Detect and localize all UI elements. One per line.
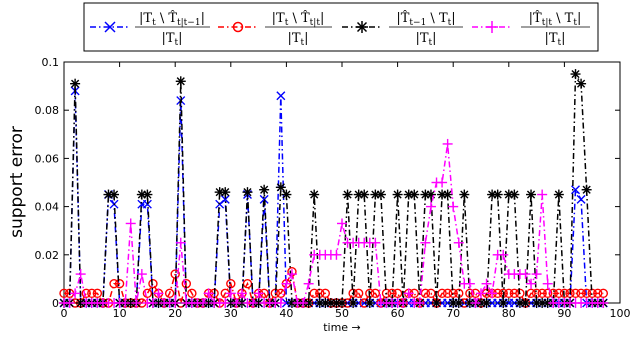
x-tick-label: 20 <box>168 307 182 320</box>
series-3-point <box>509 190 519 200</box>
x-tick-label: 90 <box>557 307 571 320</box>
series-3-point <box>176 76 186 86</box>
series-3-point <box>571 69 581 79</box>
series-3-point <box>409 190 419 200</box>
y-tick-label: 0.08 <box>35 104 60 117</box>
series-3-point <box>432 298 442 308</box>
series-3-point <box>337 298 347 308</box>
series-3-point <box>459 190 469 200</box>
y-tick-label: 0.1 <box>42 56 60 69</box>
x-tick-label: 40 <box>279 307 293 320</box>
x-tick-label: 50 <box>335 307 349 320</box>
legend-label-3-num: |T̂t−1 \ Tt| <box>396 10 455 28</box>
series-3-point <box>576 79 586 89</box>
series-3-point <box>393 190 403 200</box>
series-3-point <box>582 185 592 195</box>
x-tick-label: 70 <box>446 307 460 320</box>
series-3-point <box>359 190 369 200</box>
legend-label-4-den: |Tt| <box>544 31 565 48</box>
series-3-point <box>526 190 536 200</box>
series-3-point <box>554 190 564 200</box>
series-3-point <box>348 298 358 308</box>
series-3-point <box>454 298 464 308</box>
series-3-point <box>70 79 80 89</box>
x-tick-label: 10 <box>113 307 127 320</box>
series-3-point <box>142 190 152 200</box>
series-3-point <box>343 190 353 200</box>
series-3-point <box>309 190 319 200</box>
series-3-point <box>109 190 119 200</box>
series-3-point <box>259 185 269 195</box>
x-tick-label: 30 <box>224 307 238 320</box>
series-3-point <box>276 182 286 192</box>
legend-label-2-den: |Tt| <box>287 31 308 48</box>
y-tick-label: 0.06 <box>35 152 60 165</box>
series-3-point <box>520 298 530 308</box>
series-3-point <box>220 187 230 197</box>
x-tick-label: 100 <box>610 307 631 320</box>
series-3-point <box>493 190 503 200</box>
x-tick-label: 0 <box>61 307 68 320</box>
x-tick-label: 80 <box>502 307 516 320</box>
y-axis-title: support error <box>7 126 27 238</box>
legend-marker-3 <box>356 21 368 33</box>
series-3-point <box>365 298 375 308</box>
series-3-point <box>281 190 291 200</box>
y-tick-label: 0 <box>52 297 59 310</box>
y-tick-label: 0.02 <box>35 249 60 262</box>
series-3-point <box>376 190 386 200</box>
x-tick-label: 60 <box>391 307 405 320</box>
y-tick-label: 0.04 <box>35 201 60 214</box>
series-3-point <box>242 187 252 197</box>
legend: |Tt \ T̂t|t−1| |Tt| |Tt \ T̂t|t| |Tt| |T… <box>84 3 598 51</box>
series-3-point <box>482 298 492 308</box>
x-axis-title: time → <box>323 321 361 334</box>
series-3-point <box>498 298 508 308</box>
legend-label-1-den: |Tt| <box>161 31 182 48</box>
legend-label-3-den: |Tt| <box>415 31 436 48</box>
